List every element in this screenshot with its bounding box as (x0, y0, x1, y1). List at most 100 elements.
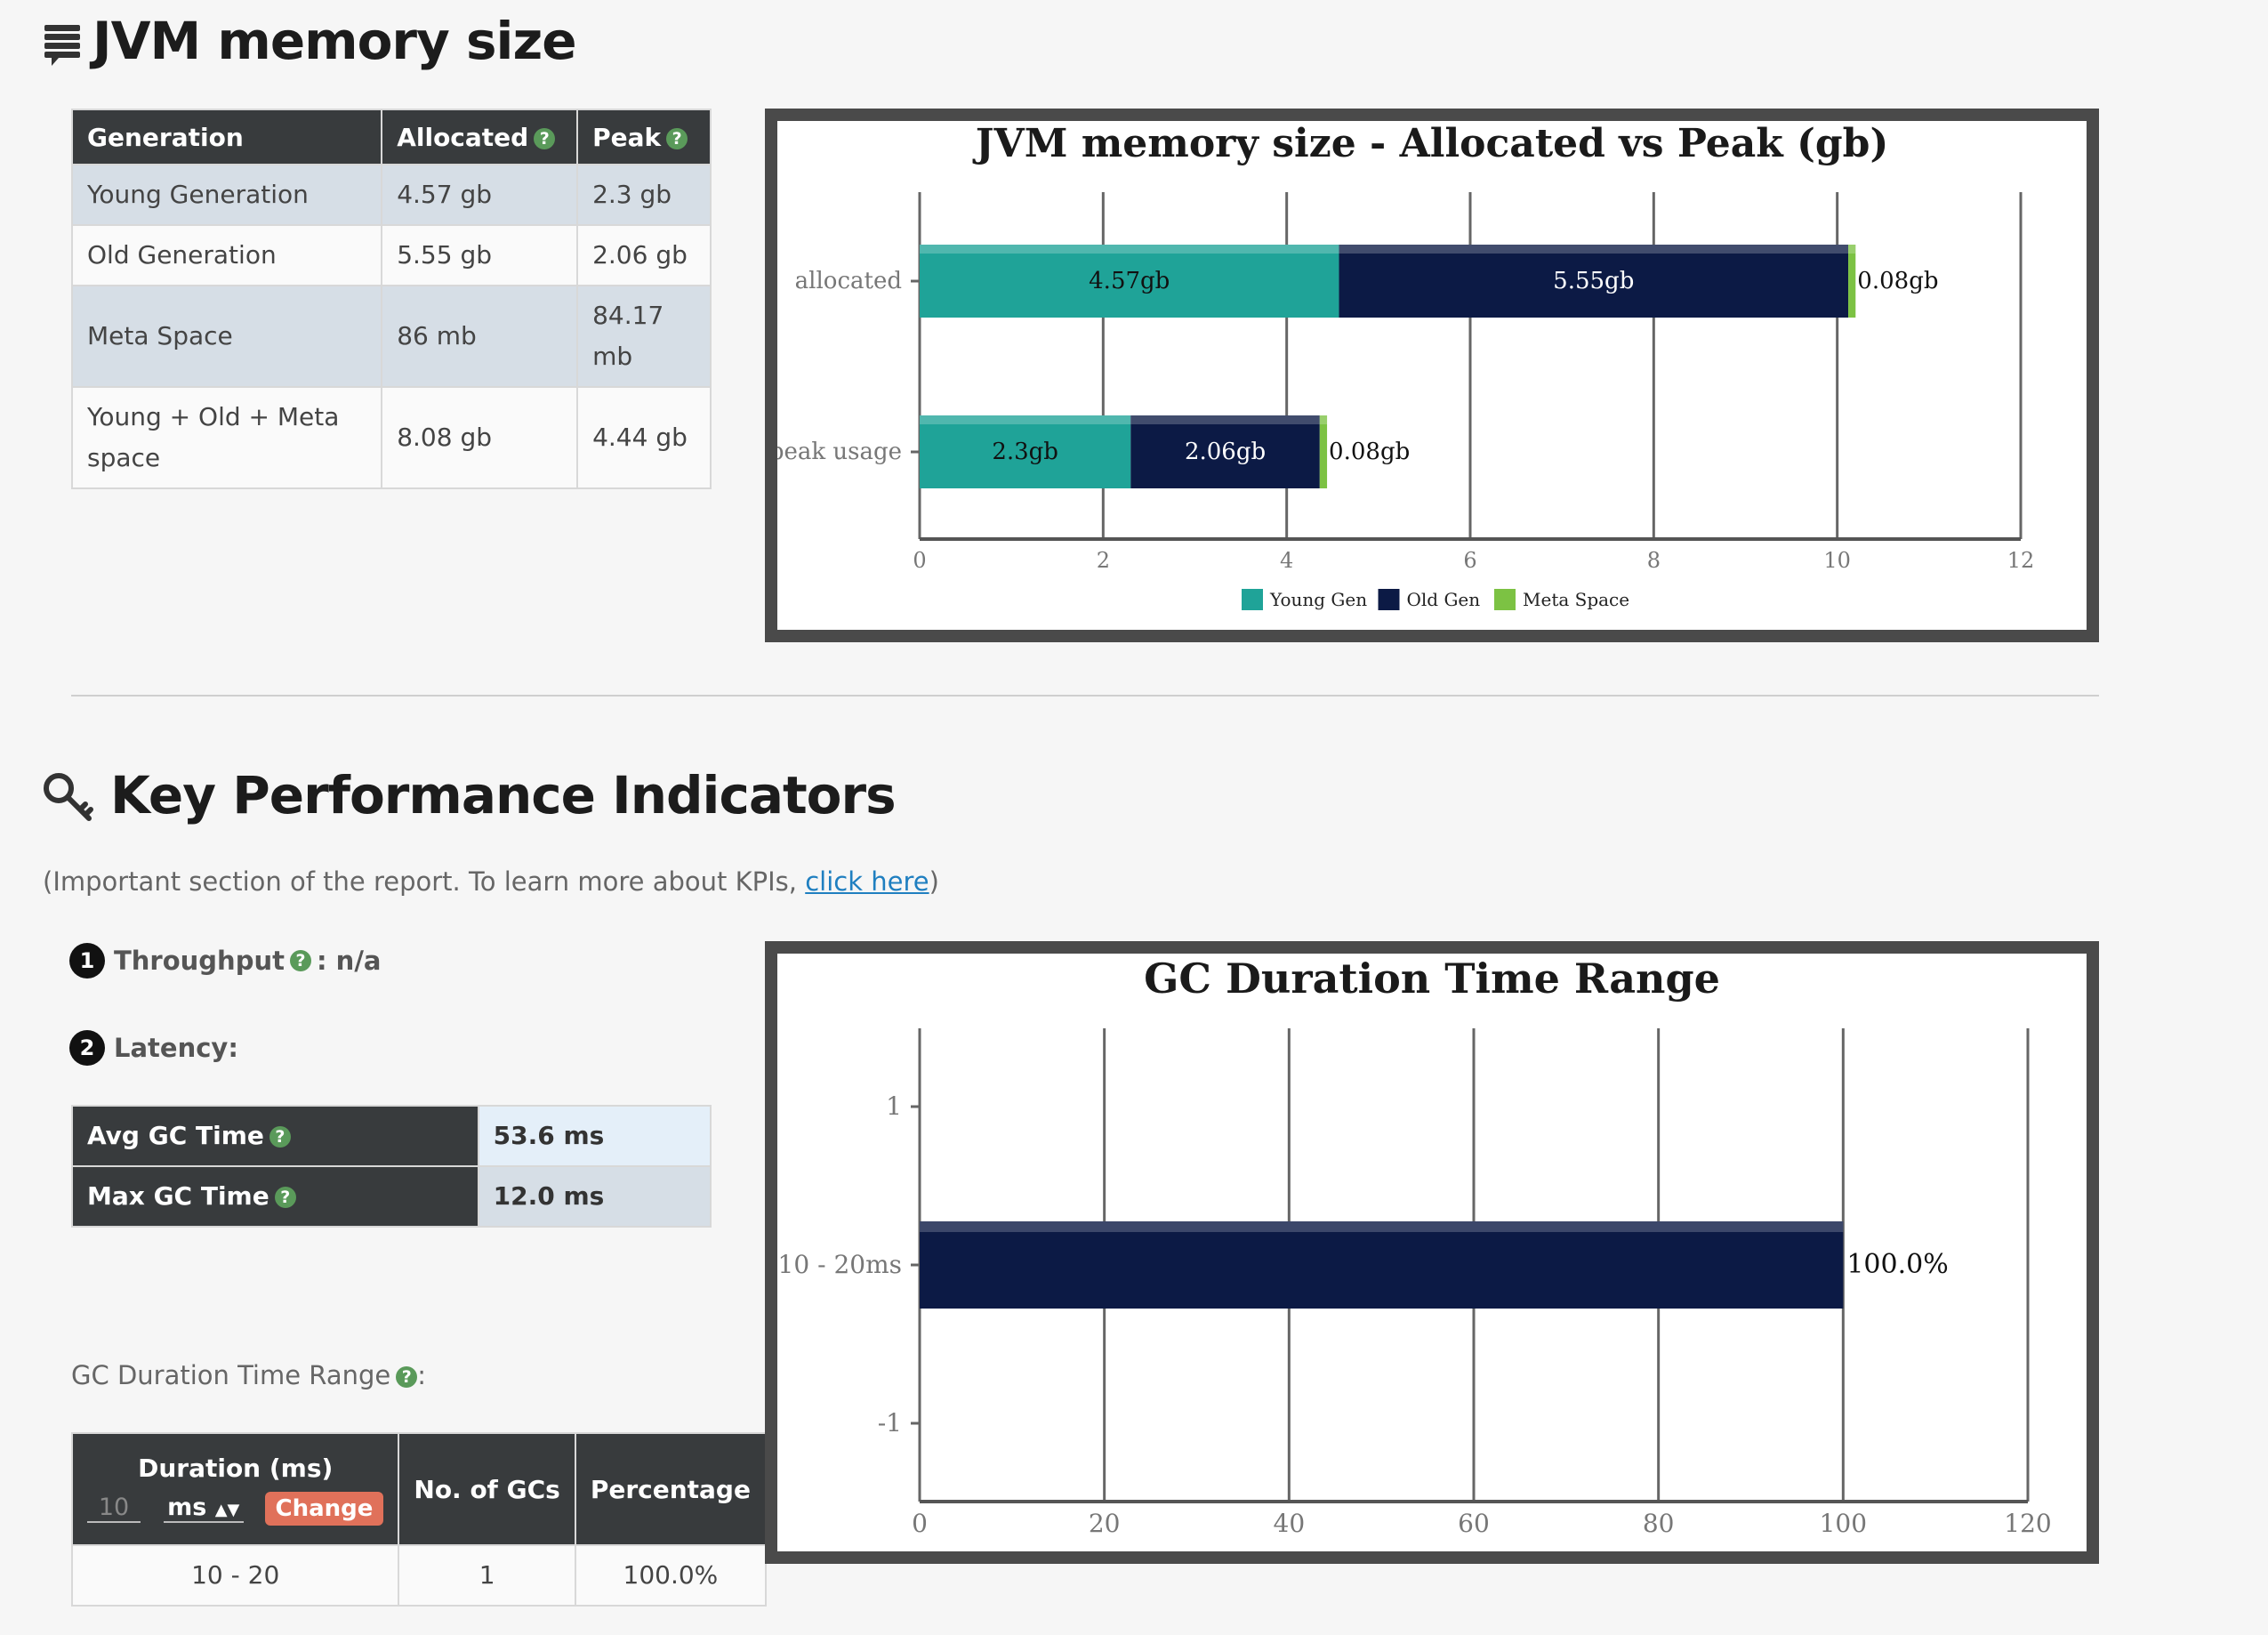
cell-peak: 2.06 gb (576, 224, 712, 286)
gc-range-table: Duration (ms) 10 ms ▲▼ Change No. of GCs… (70, 1432, 767, 1607)
cell-generation: Young + Old + Meta space (70, 386, 383, 489)
chart-title: JVM memory size - Allocated vs Peak (gb) (972, 121, 1889, 166)
memory-icon (43, 23, 82, 68)
duration-bucket-input[interactable]: 10 (87, 1494, 141, 1523)
data-label: 5.55gb (1553, 268, 1634, 294)
throughput-label: Throughput (114, 946, 285, 976)
x-tick-label: 80 (1643, 1509, 1675, 1538)
cell-allocated: 5.55 gb (381, 224, 579, 286)
duration-controls: 10 ms ▲▼ Change (87, 1491, 384, 1526)
cell-peak: 2.3 gb (576, 164, 712, 226)
gc-duration-chart-svg: GC Duration Time Range 0 20 40 60 80 100 120 1 10… (778, 954, 2052, 1538)
change-button[interactable]: Change (264, 1491, 384, 1526)
cell-duration: 10 - 20 (70, 1544, 400, 1607)
latency-label: Latency: (114, 1033, 238, 1063)
gc-duration-chart: GC Duration Time Range 0 20 40 60 80 100 120 1 10… (765, 941, 2099, 1564)
x-tick-label: 0 (912, 1509, 928, 1538)
table-row: Young + Old + Meta space 8.08 gb 4.44 gb (70, 386, 712, 489)
help-icon[interactable]: ? (289, 950, 311, 971)
kpi-intro: (Important section of the report. To lea… (43, 866, 939, 897)
latency-table: Avg GC Time? 53.6 ms Max GC Time? 12.0 m… (71, 1105, 712, 1228)
x-tick-label: 2 (1097, 548, 1110, 573)
legend-swatch (1242, 589, 1263, 610)
table-row: Young Generation 4.57 gb 2.3 gb (70, 164, 712, 226)
data-label: 0.08gb (1857, 268, 1938, 294)
cell-generation: Young Generation (70, 164, 383, 226)
cell-allocated: 4.57 gb (381, 164, 579, 226)
legend-swatch (1378, 589, 1400, 610)
bar-old-gen (1130, 415, 1320, 488)
gc-range-label-text: GC Duration Time Range (71, 1360, 391, 1390)
legend-label: Meta Space (1523, 589, 1629, 610)
cell-allocated: 8.08 gb (381, 386, 579, 489)
table-row: Meta Space 86 mb 84.17 mb (70, 285, 712, 388)
legend-label: Young Gen (1269, 589, 1367, 610)
cell-percentage: 100.0% (574, 1544, 767, 1607)
help-icon[interactable]: ? (534, 127, 556, 149)
x-tick-label: 10 (1823, 548, 1851, 573)
bar-young-gen (920, 415, 1131, 488)
x-tick-label: 8 (1647, 548, 1661, 573)
max-gc-time-value: 12.0 ms (477, 1165, 712, 1228)
table-row: Avg GC Time? 53.6 ms (71, 1105, 712, 1167)
header-percentage: Percentage (574, 1432, 767, 1546)
x-tick-label: 100 (1820, 1509, 1867, 1538)
y-tick-label: 10 - 20ms (778, 1250, 902, 1279)
cell-allocated: 86 mb (381, 285, 579, 388)
cell-generation: Old Generation (70, 224, 383, 286)
data-label: 0.08gb (1329, 439, 1410, 465)
avg-gc-time-value: 53.6 ms (477, 1105, 712, 1167)
bar-highlight (1848, 245, 1856, 254)
header-peak: Peak? (576, 109, 712, 165)
data-label: 4.57gb (1089, 268, 1170, 294)
x-tick-label: 4 (1280, 548, 1293, 573)
y-category-label: peak usage (777, 439, 902, 465)
latency-number-badge: 2 (69, 1030, 105, 1066)
throughput-number-badge: 1 (69, 943, 105, 979)
kpi-intro-text: (Important section of the report. To lea… (43, 866, 806, 897)
bar-highlight (1319, 415, 1328, 424)
data-label: 2.06gb (1185, 439, 1266, 465)
memory-section-title: JVM memory size (92, 11, 577, 71)
header-allocated: Allocated? (381, 109, 579, 165)
kpi-learn-more-link[interactable]: click here (805, 866, 929, 897)
x-tick-label: 120 (2004, 1509, 2051, 1538)
bar-young-gen (920, 245, 1339, 318)
table-row: Max GC Time? 12.0 ms (71, 1165, 712, 1228)
help-icon[interactable]: ? (666, 127, 688, 149)
header-duration: Duration (ms) 10 ms ▲▼ Change (70, 1432, 400, 1546)
help-icon[interactable]: ? (274, 1187, 296, 1208)
bar-highlight (1339, 245, 1849, 254)
y-tick-label: 1 (886, 1091, 902, 1121)
throughput-line: 1 Throughput?: n/a (69, 943, 381, 979)
y-tick-label: -1 (878, 1408, 902, 1438)
bar-old-gen (1339, 245, 1849, 318)
latency-line: 2 Latency: (69, 1030, 238, 1066)
bar-meta-space (1319, 415, 1328, 488)
cell-gc-count: 1 (398, 1544, 576, 1607)
x-tick-label: 60 (1458, 1509, 1490, 1538)
avg-gc-time-label: Avg GC Time? (71, 1105, 479, 1167)
kpi-section-title: Key Performance Indicators (110, 765, 897, 826)
bar (920, 1221, 1844, 1309)
bar-meta-space (1848, 245, 1856, 318)
memory-chart-svg: JVM memory size - Allocated vs Peak (gb)… (777, 121, 2034, 610)
y-category-label: allocated (795, 268, 902, 294)
help-icon[interactable]: ? (269, 1126, 291, 1148)
legend-swatch (1494, 589, 1516, 610)
x-tick-label: 40 (1274, 1509, 1306, 1538)
help-icon[interactable]: ? (396, 1366, 418, 1388)
cell-generation: Meta Space (70, 285, 383, 388)
key-icon (43, 772, 94, 824)
duration-unit-select[interactable]: ms ▲▼ (163, 1494, 244, 1523)
header-gc-count: No. of GCs (398, 1432, 576, 1546)
kpi-intro-suffix: ) (929, 866, 939, 897)
header-generation: Generation (70, 109, 383, 165)
x-tick-label: 0 (913, 548, 926, 573)
data-label: 2.3gb (992, 439, 1058, 465)
table-row: Old Generation 5.55 gb 2.06 gb (70, 224, 712, 286)
throughput-value: : n/a (316, 946, 382, 976)
memory-chart: JVM memory size - Allocated vs Peak (gb)… (765, 109, 2099, 642)
table-row: 10 - 20 1 100.0% (70, 1544, 767, 1607)
section-divider (71, 695, 2099, 697)
